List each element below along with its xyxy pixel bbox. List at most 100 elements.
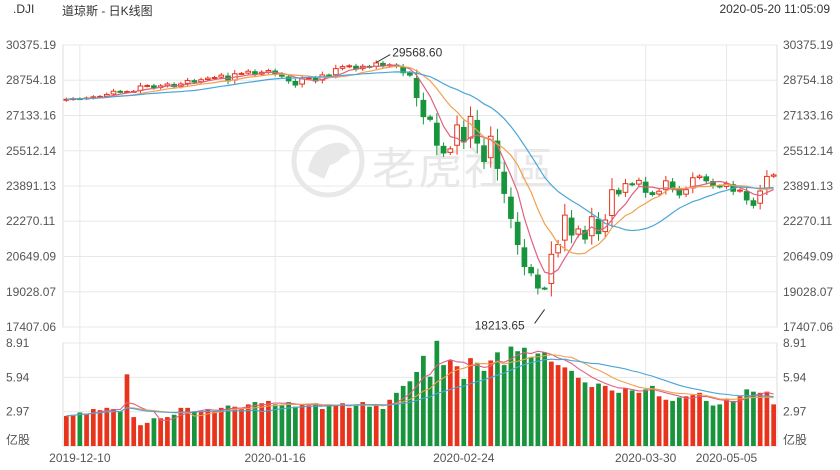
symbol-label: .DJI [13,2,35,16]
volume-bar [650,385,655,446]
y-tick-label-left: 17407.06 [6,320,56,334]
volume-bar [218,407,224,446]
volume-bar [77,412,83,446]
volume-bar [272,404,278,446]
volume-bar [266,400,271,446]
volume-bar [703,400,709,446]
volume-bar [730,400,736,446]
candle-body [683,189,689,195]
volume-tick-label-left: 亿股 [6,432,30,447]
volume-tick-label-left: 8.91 [6,336,30,350]
volume-bar [225,405,231,446]
volume-bar [400,385,406,446]
volume-bar [117,411,123,446]
volume-bar [717,404,723,446]
volume-bar [643,389,649,446]
volume-bar [165,417,170,446]
volume-bar [367,406,372,446]
volume-bar [232,406,238,446]
candle-body [346,65,353,68]
volume-bar [198,411,204,446]
volume-bar [764,391,770,446]
x-tick-label: 2020-01-16 [244,451,306,465]
volume-bar [542,352,547,446]
candle-body [332,68,339,76]
chart-title: 道琼斯 - 日K线图 [62,4,153,18]
candle-body [521,247,528,268]
volume-bar [454,366,460,446]
volume-bar [683,396,689,446]
volume-panel [62,342,778,447]
volume-bar [252,402,258,446]
volume-bar [158,418,164,446]
volume-bar [670,400,675,446]
y-tick-label-right: 17407.06 [783,320,833,334]
volume-bar [259,403,265,446]
volume-bar [569,370,574,446]
volume-bar [481,370,487,446]
volume-bar [468,358,473,446]
y-tick-label-left: 27133.16 [6,108,56,122]
candle-body [218,74,225,78]
volume-bar [441,365,446,446]
volume-bar [279,405,285,446]
candle-body [454,124,460,146]
volume-bar [724,398,729,446]
volume-bar [205,409,211,446]
y-tick-label-right: 28754.18 [783,73,833,87]
y-tick-label-right: 23891.13 [783,179,833,193]
ma10-line [66,65,774,255]
volume-bar [602,385,608,446]
candle-body [663,180,669,191]
candle-body [514,221,521,246]
y-tick-label-right: 30375.19 [783,38,833,52]
volume-bar [528,356,534,446]
candle-body [285,76,292,82]
y-tick-label-right: 25512.14 [783,144,833,158]
volume-bar [144,422,150,446]
candle-body [750,200,757,206]
candle-body [238,72,245,75]
volume-bar [138,425,143,446]
low-leader [534,309,546,324]
candle-body [757,190,764,204]
candle-body [501,171,508,194]
volume-bar [508,346,514,446]
volume-tick-label-right: 8.91 [783,336,807,350]
candle-body [413,77,420,99]
candle-body [460,126,467,143]
volume-bar [555,365,561,446]
volume-bar [589,387,595,446]
volume-tick-label-right: 2.97 [783,405,807,419]
candle-body [541,287,548,290]
y-tick-label-left: 30375.19 [6,38,56,52]
volume-bar [70,414,76,446]
volume-bar [488,360,494,446]
volume-bar [319,409,325,446]
volume-bar [461,378,467,446]
volume-bar [90,409,96,446]
candle-body [487,135,494,159]
volume-bar [124,374,130,446]
volume-bar [353,404,359,446]
y-tick-label-right: 19028.07 [783,285,833,299]
candle-body [622,183,629,193]
volume-tick-label-right: 亿股 [783,432,807,447]
x-tick-label: 2020-02-24 [433,451,495,465]
volume-bar [64,415,69,446]
candle-body [427,116,433,120]
volume-bar [629,390,635,446]
candle-body [447,148,454,153]
volume-bar [414,372,419,446]
volume-bar [710,405,716,446]
candle-body [433,122,440,146]
candle-body [743,191,750,201]
volume-bar [346,407,352,446]
ma5-line [66,64,774,275]
ma20-line [66,71,774,232]
volume-bar [185,407,190,446]
candle-body [629,183,636,186]
volume-bar [757,392,763,446]
y-tick-label-left: 22270.11 [6,214,55,228]
volume-bar [111,409,116,446]
